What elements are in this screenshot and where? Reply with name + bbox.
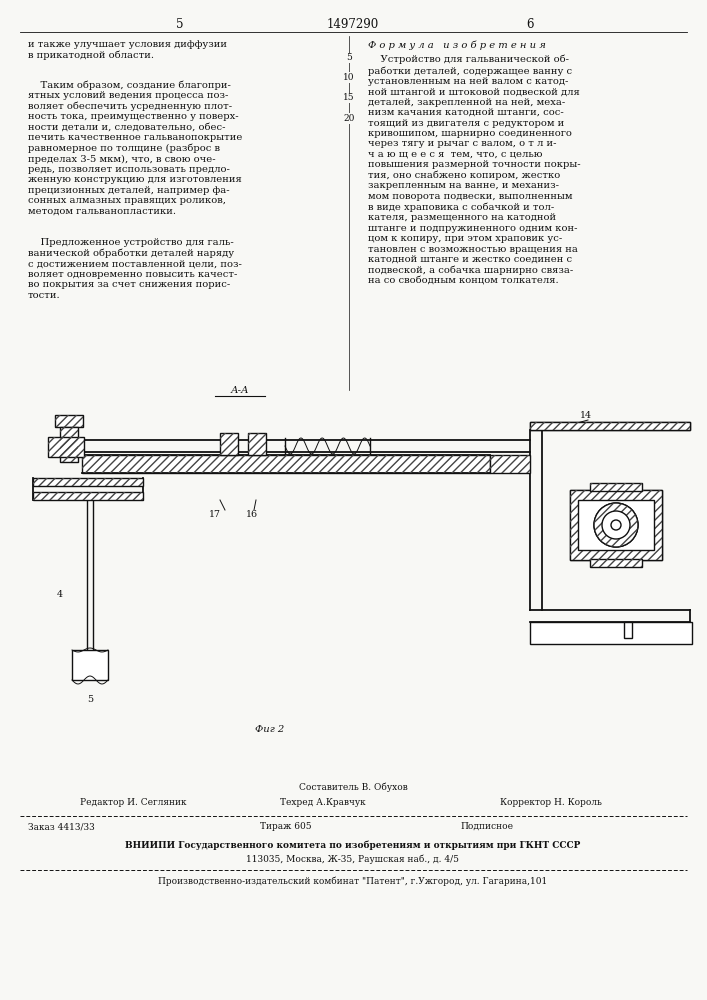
Bar — [55, 415, 83, 427]
Text: 14: 14 — [580, 410, 592, 420]
Bar — [490, 455, 530, 473]
Circle shape — [594, 503, 638, 547]
Text: Заказ 4413/33: Заказ 4413/33 — [28, 822, 95, 831]
Text: и также улучшает условия диффузии
в прикатодной области.: и также улучшает условия диффузии в прик… — [28, 40, 227, 60]
Circle shape — [594, 503, 638, 547]
Text: Подписное: Подписное — [460, 822, 513, 831]
Text: 10: 10 — [344, 73, 355, 82]
Bar — [55, 415, 83, 427]
Text: 5: 5 — [346, 53, 352, 62]
Bar — [33, 478, 143, 486]
Bar — [530, 422, 690, 430]
Text: Тираж 605: Тираж 605 — [260, 822, 312, 831]
Text: 5: 5 — [176, 18, 184, 31]
Text: Техред А.Кравчук: Техред А.Кравчук — [280, 798, 366, 807]
Text: 17: 17 — [209, 510, 221, 519]
Circle shape — [611, 520, 621, 530]
Text: Производственно-издательский комбинат "Патент", г.Ужгород, ул. Гагарина,101: Производственно-издательский комбинат "П… — [158, 876, 548, 886]
Bar — [60, 427, 78, 462]
Text: 4: 4 — [57, 590, 63, 599]
Bar — [590, 559, 642, 567]
Bar — [624, 622, 632, 638]
Bar — [530, 422, 690, 430]
Text: Редактор И. Сегляник: Редактор И. Сегляник — [80, 798, 187, 807]
Bar — [530, 622, 692, 644]
Text: А-А: А-А — [230, 386, 250, 395]
Bar — [33, 478, 143, 486]
Text: 5: 5 — [87, 695, 93, 704]
Text: ВНИИПИ Государственного комитета по изобретениям и открытиям при ГКНТ СССР: ВНИИПИ Государственного комитета по изоб… — [125, 840, 580, 850]
Bar — [248, 433, 266, 455]
Bar — [570, 490, 662, 560]
Text: Предложенное устройство для галь-
ванической обработки деталей наряду
с достижен: Предложенное устройство для галь- ваниче… — [28, 238, 242, 300]
Text: Фиг 2: Фиг 2 — [255, 725, 285, 734]
Text: Составитель В. Обухов: Составитель В. Обухов — [298, 782, 407, 792]
Bar — [490, 455, 530, 473]
Bar — [590, 559, 642, 567]
Bar — [82, 455, 490, 473]
Text: 15: 15 — [343, 93, 355, 102]
Text: Корректор Н. Король: Корректор Н. Король — [500, 798, 602, 807]
Bar — [220, 433, 238, 455]
Text: Таким образом, создание благопри-
ятных условий ведения процесса поз-
воляет обе: Таким образом, создание благопри- ятных … — [28, 80, 243, 216]
Bar — [590, 483, 642, 491]
Circle shape — [602, 511, 630, 539]
Bar — [72, 650, 108, 680]
Text: 1497290: 1497290 — [327, 18, 379, 31]
Bar — [48, 437, 84, 457]
Text: 20: 20 — [344, 114, 355, 123]
Bar — [33, 492, 143, 500]
Bar — [570, 490, 662, 560]
Text: 113035, Москва, Ж-35, Раушская наб., д. 4/5: 113035, Москва, Ж-35, Раушская наб., д. … — [247, 854, 460, 863]
Bar — [530, 422, 690, 430]
Text: Устройство для гальванической об-
работки деталей, содержащее ванну с
установлен: Устройство для гальванической об- работк… — [368, 55, 580, 285]
Bar — [220, 433, 238, 455]
Bar — [33, 492, 143, 500]
Bar — [578, 500, 654, 550]
Text: Ф о р м у л а   и з о б р е т е н и я: Ф о р м у л а и з о б р е т е н и я — [368, 40, 546, 49]
Bar — [570, 490, 662, 560]
Text: 16: 16 — [246, 510, 258, 519]
Bar — [60, 427, 78, 462]
Text: 6: 6 — [526, 18, 534, 31]
Bar — [48, 437, 84, 457]
Bar — [248, 433, 266, 455]
Bar — [590, 483, 642, 491]
Bar — [82, 455, 490, 473]
